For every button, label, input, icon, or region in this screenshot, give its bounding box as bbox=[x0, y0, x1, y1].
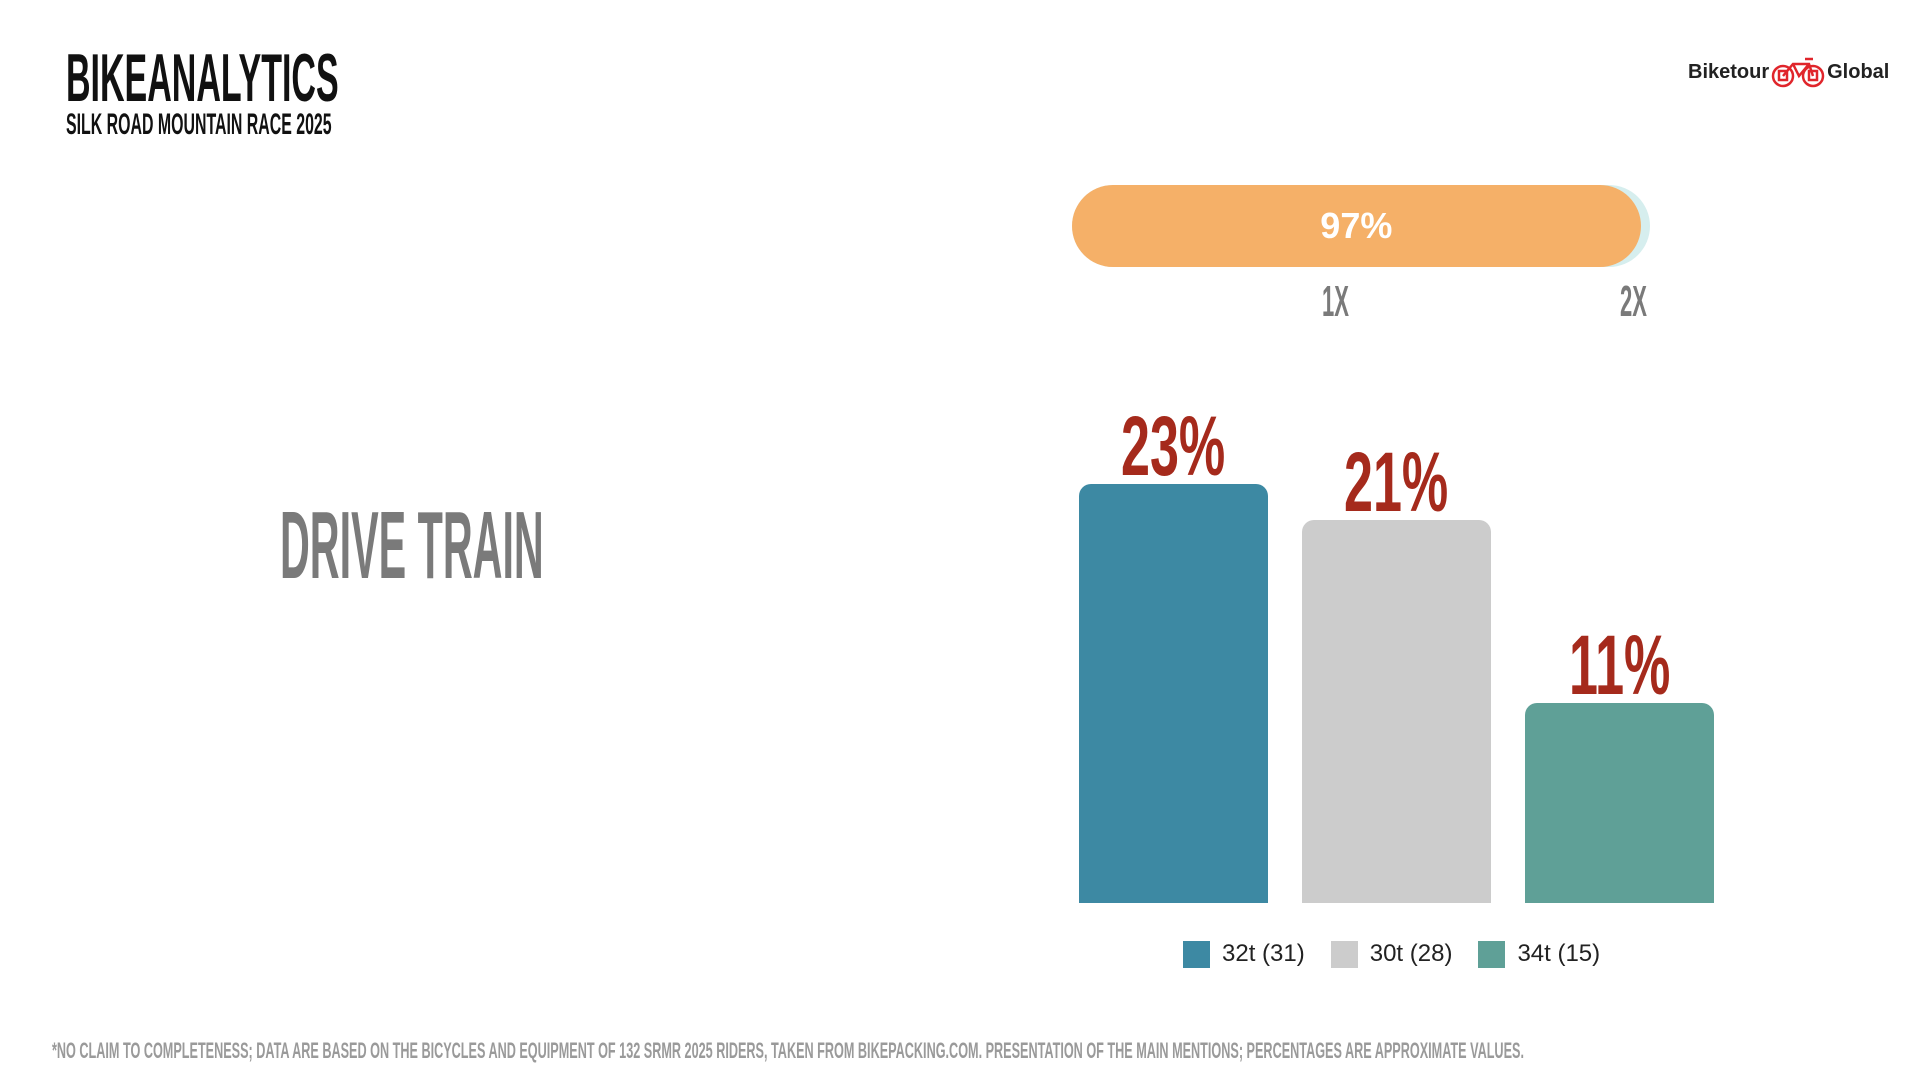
legend-swatch bbox=[1183, 940, 1210, 968]
bar-1 bbox=[1079, 484, 1268, 903]
legend-label: 34t (15) bbox=[1517, 940, 1601, 967]
app-title: BIKEANALYTICS bbox=[66, 40, 339, 116]
app-subtitle: SILK ROAD MOUNTAIN RACE 2025 bbox=[66, 108, 332, 141]
axis-label-1x: 1X bbox=[1322, 277, 1349, 326]
legend-item: 30t (28) bbox=[1330, 940, 1453, 968]
legend-swatch bbox=[1330, 940, 1358, 968]
bar-3 bbox=[1525, 702, 1714, 903]
bar-value-label: 21% bbox=[1344, 435, 1449, 530]
progress-value-label: 97% bbox=[1320, 205, 1393, 246]
legend-item: 32t (31) bbox=[1183, 940, 1305, 968]
bicycle-icon bbox=[1771, 57, 1825, 88]
legend-label: 30t (28) bbox=[1369, 940, 1453, 967]
biketour-global-logo: Biketour Global bbox=[1688, 56, 1889, 88]
chart-legend: 32t (31) 30t (28) 34t (15) bbox=[1183, 940, 1600, 968]
logo-text-right: Global bbox=[1827, 60, 1890, 83]
axis-label-2x: 2X bbox=[1620, 277, 1647, 326]
bar-value-label: 11% bbox=[1568, 617, 1671, 712]
progress-fill-1x: 97% bbox=[1072, 185, 1641, 267]
bar-2 bbox=[1302, 520, 1491, 903]
legend-item: 34t (15) bbox=[1478, 940, 1600, 968]
legend-label: 32t (31) bbox=[1222, 940, 1305, 967]
logo-text-left: Biketour bbox=[1688, 60, 1770, 83]
legend-swatch bbox=[1478, 940, 1506, 968]
footnote: *NO CLAIM TO COMPLETENESS; DATA ARE BASE… bbox=[52, 1038, 1524, 1063]
section-title: DRIVE TRAIN bbox=[280, 492, 544, 599]
bar-value-label: 23% bbox=[1121, 399, 1226, 493]
